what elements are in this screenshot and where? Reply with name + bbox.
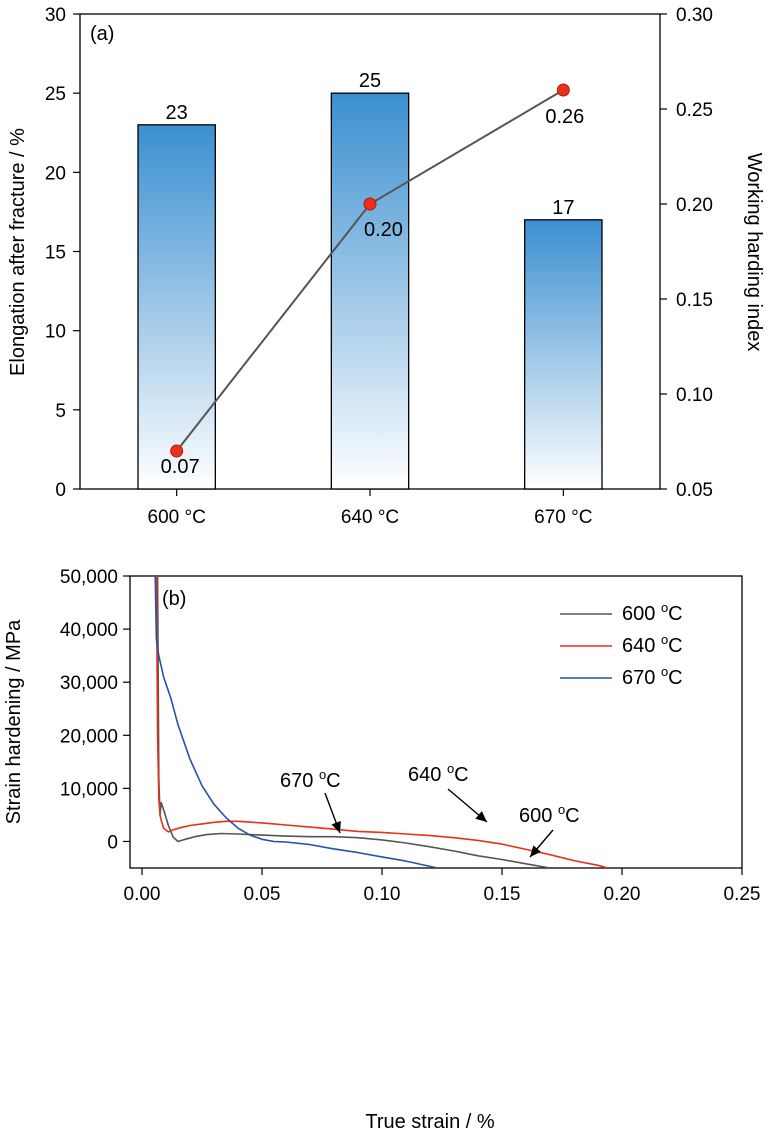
annotation-label: 600 oC	[519, 802, 580, 827]
bar-value-label: 25	[359, 70, 381, 92]
panel-a-y2-axis-title: Working harding index	[743, 153, 765, 352]
panel-b-x-axis-title: True strain / %	[365, 1111, 495, 1133]
y-tick-label: 30,000	[60, 673, 118, 694]
panel-a-x-axis: 600 °C 640 °C 670 °C	[148, 489, 592, 528]
annotation-arrowhead	[331, 820, 341, 833]
panel-b-y-axis-title: Strain hardening / MPa	[3, 619, 25, 824]
x-tick-label: 0.05	[244, 884, 281, 905]
panel-a-label: (a)	[90, 23, 114, 45]
y-tick-label: 25	[45, 84, 66, 105]
y2-tick-label: 0.30	[676, 5, 713, 26]
y-tick-label: 15	[45, 243, 66, 264]
hardening-index-value-label: 0.20	[364, 219, 403, 241]
panel-b-legend: 600 oC 640 oC 670 oC	[560, 600, 683, 689]
legend-label: 640 oC	[622, 632, 683, 657]
panel-a-left-axis: 0 5 10 15 20 25 30	[45, 5, 80, 501]
y-tick-label: 0	[55, 480, 66, 501]
panel-a-hardening-index-line: 0.07 0.20 0.26	[161, 83, 584, 478]
y2-tick-label: 0.20	[676, 195, 713, 216]
hardening-index-point	[170, 444, 184, 458]
panel-b-label: (b)	[162, 588, 186, 610]
legend-label: 600 oC	[622, 600, 683, 625]
y2-tick-label: 0.10	[676, 385, 713, 406]
x-tick-label: 600 °C	[148, 507, 206, 528]
panel-a: (a) 23 25 17 0 5 10 15 20 25 30 0.05 0.10 0.15 0.20…	[7, 5, 765, 528]
x-tick-label: 670 °C	[534, 507, 592, 528]
panel-a-right-axis: 0.05 0.10 0.15 0.20 0.25 0.30	[660, 5, 713, 501]
y2-tick-label: 0.05	[676, 480, 713, 501]
panel-b-series	[154, 576, 608, 868]
hardening-index-value-label: 0.07	[161, 456, 200, 478]
y-tick-label: 5	[55, 401, 66, 422]
panel-a-y-axis-title: Elongation after fracture / %	[7, 128, 29, 376]
bar	[330, 92, 410, 490]
y-tick-label: 30	[45, 5, 66, 26]
x-tick-label: 0.10	[364, 884, 401, 905]
annotation-arrowhead	[530, 845, 541, 857]
x-tick-label: 0.15	[484, 884, 521, 905]
panel-b-annotations: 670 oC 640 oC 600 oC	[280, 761, 580, 858]
bar-value-label: 17	[552, 197, 574, 219]
x-tick-label: 0.00	[124, 884, 161, 905]
bar-value-label: 23	[166, 102, 188, 124]
y-tick-label: 50,000	[60, 567, 118, 588]
bar	[137, 124, 216, 490]
x-tick-label: 640 °C	[341, 507, 399, 528]
hardening-index-point	[363, 197, 377, 211]
hardening-index-value-label: 0.26	[545, 106, 584, 128]
hardening-index-point	[556, 83, 570, 97]
y2-tick-label: 0.25	[676, 100, 713, 121]
y-tick-label: 0	[107, 832, 118, 853]
annotation-label: 670 oC	[280, 767, 341, 792]
x-tick-label: 0.20	[604, 884, 641, 905]
annotation-arrowhead	[475, 811, 487, 822]
annotation-label: 640 oC	[408, 761, 469, 786]
y-tick-label: 10	[45, 322, 66, 343]
panel-a-bars: 23 25 17	[137, 70, 603, 490]
panel-b-y-axis: 0 10,000 20,000 30,000 40,000 50,000	[60, 567, 130, 853]
legend-label: 670 oC	[622, 664, 683, 689]
series-line-640	[155, 576, 608, 868]
bar	[524, 219, 603, 490]
series-line-670	[154, 576, 438, 868]
y-tick-label: 20,000	[60, 726, 118, 747]
y-tick-label: 20	[45, 163, 66, 184]
x-tick-label: 0.25	[724, 884, 761, 905]
y-tick-label: 10,000	[60, 779, 118, 800]
y-tick-label: 40,000	[60, 620, 118, 641]
series-line-600	[156, 576, 551, 868]
panel-b-x-axis: 0.00 0.05 0.10 0.15 0.20 0.25	[124, 868, 761, 905]
panel-b: (b) 0 10,000 20,000 30,000 40,000 50,000 0.00…	[3, 567, 760, 1133]
y2-tick-label: 0.15	[676, 290, 713, 311]
